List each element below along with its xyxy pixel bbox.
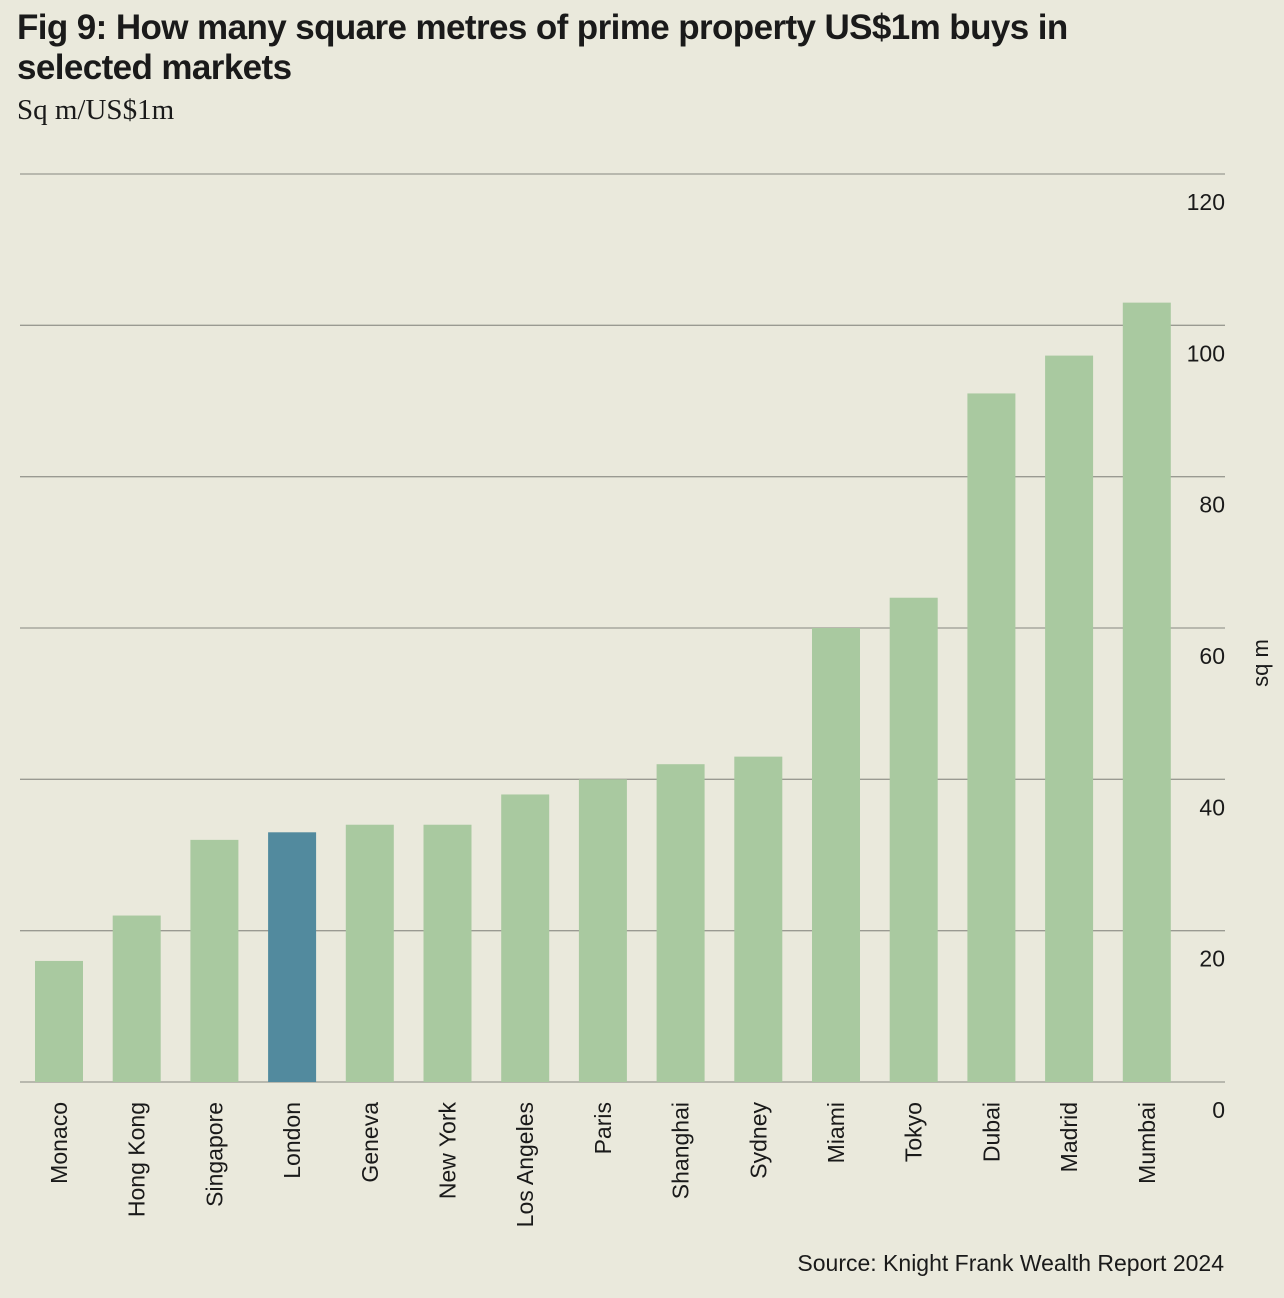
x-tick-label: Geneva <box>357 1102 383 1183</box>
bar-monaco <box>35 960 83 1082</box>
bar-singapore <box>190 839 239 1082</box>
x-tick-label: Shanghai <box>668 1102 694 1199</box>
y-tick-label: 80 <box>1199 492 1225 518</box>
bar-tokyo <box>889 597 938 1082</box>
bar-paris <box>578 779 627 1082</box>
x-tick-label: Monaco <box>46 1102 72 1184</box>
x-tick-label: Los Angeles <box>512 1102 538 1227</box>
y-axis-ticks: 0 20 40 60 80 100 120 <box>1187 189 1225 1123</box>
source-note: Source: Knight Frank Wealth Report 2024 <box>797 1250 1224 1276</box>
x-tick-label: Miami <box>823 1102 849 1163</box>
x-tick-label: Madrid <box>1056 1102 1082 1172</box>
bar-shanghai <box>656 764 705 1082</box>
y-tick-label: 20 <box>1199 946 1225 972</box>
x-tick-label: New York <box>435 1102 461 1200</box>
x-tick-label: Hong Kong <box>124 1102 150 1217</box>
x-tick-label: Mumbai <box>1134 1102 1160 1184</box>
bar-geneva <box>345 824 394 1082</box>
x-tick-label: London <box>279 1102 305 1179</box>
chart-title: Fig 9: How many square metres of prime p… <box>17 8 1068 87</box>
x-tick-label: Dubai <box>978 1102 1004 1162</box>
y-tick-label: 60 <box>1199 643 1225 669</box>
bars <box>35 302 1171 1083</box>
x-tick-label: Paris <box>590 1102 616 1154</box>
bar-london <box>268 832 317 1082</box>
bar-los-angeles <box>501 794 550 1082</box>
chart-subtitle: Sq m/US$1m <box>17 94 175 126</box>
x-tick-label: Sydney <box>745 1102 771 1179</box>
x-axis-labels: Monaco Hong Kong Singapore London Geneva New … <box>46 1102 1160 1228</box>
x-tick-label: Tokyo <box>901 1102 927 1162</box>
bar-mumbai <box>1122 302 1171 1083</box>
y-tick-label: 100 <box>1187 340 1225 366</box>
x-tick-label: Singapore <box>201 1102 227 1207</box>
y-tick-label: 120 <box>1187 189 1225 215</box>
y-tick-label: 40 <box>1199 794 1225 820</box>
bar-dubai <box>967 393 1016 1082</box>
y-axis-label: sq m <box>1248 639 1273 687</box>
bar-madrid <box>1045 355 1094 1083</box>
bar-hong-kong <box>112 915 161 1082</box>
bar-sydney <box>734 756 783 1082</box>
bar-miami <box>812 628 860 1082</box>
bar-new-york <box>423 824 472 1082</box>
y-tick-label: 0 <box>1212 1097 1225 1123</box>
